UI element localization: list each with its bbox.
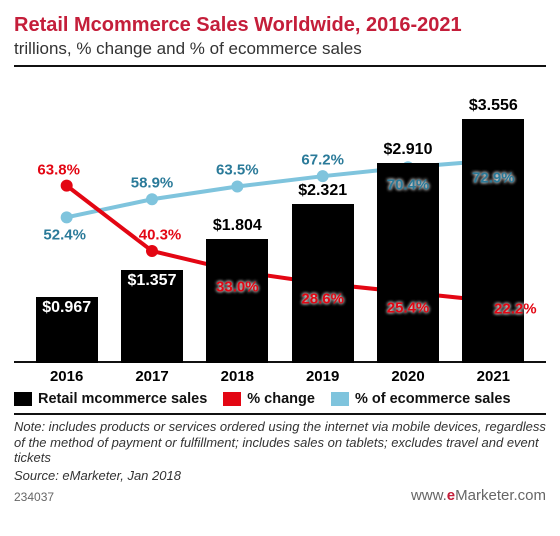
plot-area: 2016 $0.967 2017 $1.357 2018 $1.804 2019 $2.321… [14,75,546,385]
chart-subtitle: trillions, % change and % of ecommerce s… [14,39,546,59]
bar-value-label: $1.804 [213,217,262,235]
bar [292,204,354,363]
x-tick-label: 2016 [50,368,83,385]
brand-bold: e [447,487,455,504]
chart-title: Retail Mcommerce Sales Worldwide, 2016-2… [14,14,546,37]
footer: 234037 www.eMarketer.com [14,487,546,504]
chart-note: Note: includes products or services orde… [14,419,546,466]
legend-swatch [14,392,32,406]
bar-value-label: $0.967 [42,299,91,317]
legend-item: % change [223,391,315,407]
x-tick-label: 2017 [135,368,168,385]
brand: www.eMarketer.com [411,487,546,504]
divider-bottom [14,413,546,415]
pct-ecom-marker [61,211,73,223]
brand-prefix: www. [411,487,447,504]
pct-ecom-marker [231,180,243,192]
legend: Retail mcommerce sales % change % of ecomm… [14,391,546,407]
pct-change-marker [146,245,158,257]
pct-ecom-marker [317,170,329,182]
legend-label: % change [247,391,315,407]
bar [206,239,268,363]
bar-value-label: $3.556 [469,97,518,115]
x-tick-label: 2020 [391,368,424,385]
bar-value-label: $1.357 [128,272,177,290]
brand-rest: Marketer.com [455,487,546,504]
legend-swatch [223,392,241,406]
pct-ecom-marker [146,193,158,205]
x-tick-label: 2021 [477,368,510,385]
x-tick-label: 2019 [306,368,339,385]
x-tick-label: 2018 [221,368,254,385]
chart-container: Retail Mcommerce Sales Worldwide, 2016-2… [0,0,560,536]
divider-top [14,65,546,67]
pct-change-marker [61,180,73,192]
legend-item: Retail mcommerce sales [14,391,207,407]
bar-value-label: $2.321 [298,182,347,200]
legend-swatch [331,392,349,406]
bar [377,163,439,363]
chart-source: Source: eMarketer, Jan 2018 [14,468,546,483]
legend-item: % of ecommerce sales [331,391,511,407]
bar [462,119,524,363]
bar-value-label: $2.910 [384,141,433,159]
legend-label: Retail mcommerce sales [38,391,207,407]
chart-id: 234037 [14,490,54,504]
legend-label: % of ecommerce sales [355,391,511,407]
